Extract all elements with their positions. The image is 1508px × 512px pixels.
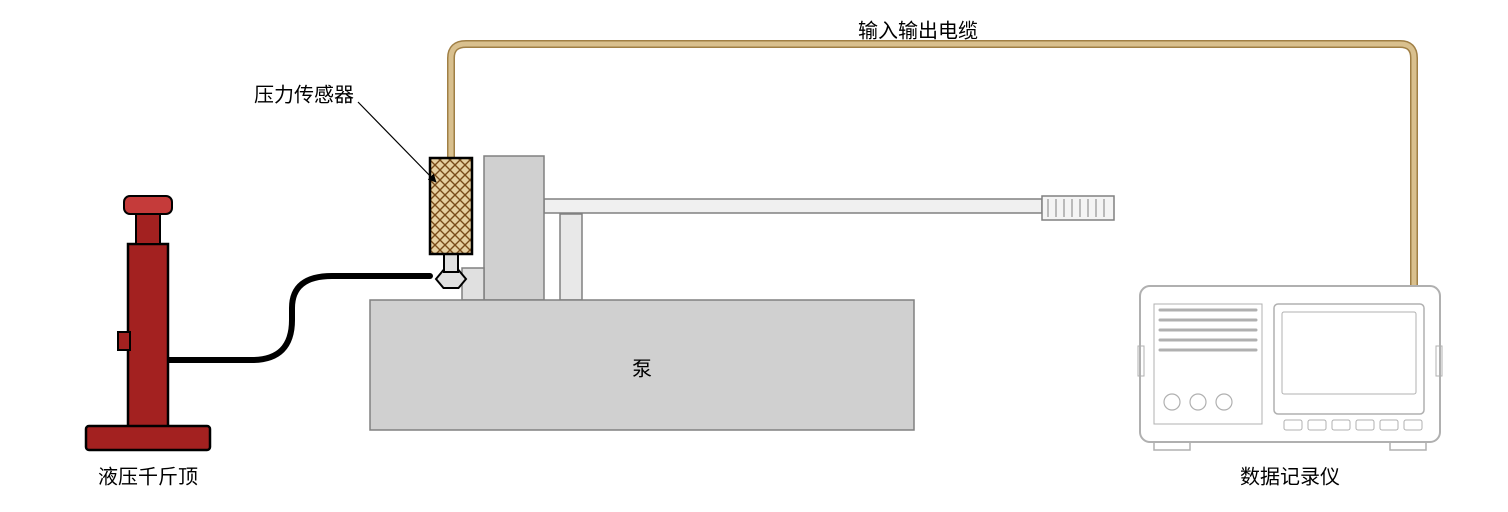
hydraulic-jack [86,196,210,450]
label-logger: 数据记录仪 [1240,465,1340,488]
label-sensor: 压力传感器 [254,83,354,106]
label-jack: 液压千斤顶 [98,465,198,488]
pump [370,156,1114,430]
data-logger [1138,286,1442,450]
sensor-leader-line [358,102,436,182]
label-cable: 输入输出电缆 [858,19,978,42]
io-cable [451,44,1414,288]
label-pump: 泵 [632,358,652,380]
